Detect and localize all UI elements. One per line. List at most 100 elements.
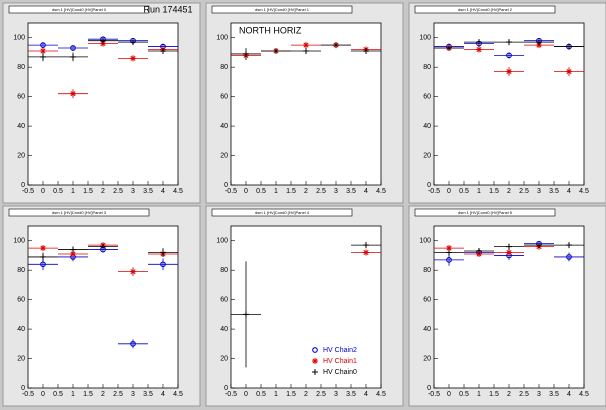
chart-title: dsm 1 [HV]Cond0 [HV]Panel 0 bbox=[52, 7, 107, 12]
title-box bbox=[211, 208, 353, 217]
x-tick-label: 2.5 bbox=[113, 391, 123, 398]
title-box bbox=[211, 5, 353, 14]
x-tick-label: -0.5 bbox=[225, 188, 237, 195]
x-tick-label: 0.5 bbox=[459, 391, 469, 398]
x-tick-label: -0.5 bbox=[225, 391, 237, 398]
panel: dsm 1 [HV]Cond0 [HV]Panel 0 Run 174451020… bbox=[2, 2, 201, 204]
y-tick-label: 100 bbox=[216, 238, 228, 245]
x-tick-label: 3.5 bbox=[143, 188, 153, 195]
marker bbox=[506, 39, 512, 46]
y-tick-label: 60 bbox=[17, 93, 25, 100]
marker bbox=[40, 47, 46, 54]
marker bbox=[160, 249, 166, 256]
chart-title: dsm 1 [HV]Cond0 [HV]Panel 5 bbox=[458, 210, 513, 215]
x-tick-label: 0 bbox=[244, 391, 248, 398]
marker bbox=[446, 257, 452, 263]
x-tick-label: -0.5 bbox=[428, 188, 440, 195]
y-tick-label: 0 bbox=[427, 385, 431, 392]
x-tick-label: 0 bbox=[41, 188, 45, 195]
x-tick-label: 0.5 bbox=[459, 188, 469, 195]
x-tick-label: 3 bbox=[334, 391, 338, 398]
x-tick-label: 3 bbox=[334, 188, 338, 195]
x-tick-label: 1.5 bbox=[286, 391, 296, 398]
y-tick-label: 0 bbox=[224, 182, 228, 189]
x-tick-label: 3.5 bbox=[549, 188, 559, 195]
marker bbox=[333, 42, 339, 49]
y-tick-label: 0 bbox=[21, 385, 25, 392]
marker bbox=[303, 47, 309, 54]
x-tick-label: 4 bbox=[161, 188, 165, 195]
x-tick-label: 3.5 bbox=[143, 391, 153, 398]
marker bbox=[273, 47, 279, 54]
y-tick-label: 100 bbox=[13, 35, 25, 42]
marker bbox=[130, 39, 136, 46]
marker bbox=[160, 261, 166, 268]
x-tick-label: 2.5 bbox=[316, 188, 326, 195]
y-tick-label: 60 bbox=[17, 296, 25, 303]
chart-title: dsm 1 [HV]Cond0 [HV]Panel 2 bbox=[458, 7, 513, 12]
y-tick-label: 60 bbox=[220, 296, 228, 303]
y-tick-label: 80 bbox=[423, 267, 431, 274]
x-tick-label: 0.5 bbox=[53, 188, 63, 195]
x-tick-label: 1 bbox=[477, 188, 481, 195]
marker bbox=[130, 55, 136, 62]
x-tick-label: 3 bbox=[537, 391, 541, 398]
marker bbox=[303, 42, 309, 49]
marker bbox=[40, 261, 46, 268]
y-tick-label: 0 bbox=[427, 182, 431, 189]
y-tick-label: 60 bbox=[220, 93, 228, 100]
title-box bbox=[414, 5, 556, 14]
marker bbox=[476, 248, 482, 255]
legend-label: HV Chain0 bbox=[323, 369, 357, 376]
legend-label: HV Chain1 bbox=[323, 358, 357, 365]
y-tick-label: 60 bbox=[423, 296, 431, 303]
y-tick-label: 100 bbox=[419, 35, 431, 42]
marker bbox=[476, 46, 482, 53]
y-tick-label: 100 bbox=[419, 238, 431, 245]
marker bbox=[506, 52, 512, 59]
chart-title: dsm 1 [HV]Cond0 [HV]Panel 4 bbox=[255, 210, 310, 215]
y-tick-label: 20 bbox=[220, 152, 228, 159]
x-tick-label: 3 bbox=[131, 391, 135, 398]
x-tick-label: 4 bbox=[364, 188, 368, 195]
x-tick-label: 1.5 bbox=[489, 391, 499, 398]
x-tick-label: 2 bbox=[304, 391, 308, 398]
legend-marker bbox=[312, 369, 318, 375]
x-tick-label: 2 bbox=[507, 188, 511, 195]
x-tick-label: 4 bbox=[567, 188, 571, 195]
marker bbox=[100, 37, 106, 44]
x-tick-label: 2.5 bbox=[113, 188, 123, 195]
panel: dsm 1 [HV]Cond0 [HV]Panel 4 0 20 40 60 80 100 -… bbox=[205, 205, 404, 407]
x-tick-label: 0 bbox=[41, 391, 45, 398]
x-tick-label: 1.5 bbox=[489, 188, 499, 195]
marker bbox=[40, 253, 46, 260]
x-tick-label: 3.5 bbox=[346, 391, 356, 398]
marker bbox=[40, 42, 46, 48]
chart-title: dsm 1 [HV]Cond0 [HV]Panel 3 bbox=[52, 210, 107, 215]
y-tick-label: 40 bbox=[423, 123, 431, 130]
x-tick-label: 2 bbox=[304, 188, 308, 195]
x-tick-label: 2.5 bbox=[519, 188, 529, 195]
x-tick-label: 0.5 bbox=[256, 391, 266, 398]
marker bbox=[70, 53, 76, 60]
plot-area bbox=[433, 22, 585, 186]
y-tick-label: 20 bbox=[220, 355, 228, 362]
marker bbox=[506, 249, 512, 256]
y-tick-label: 100 bbox=[216, 35, 228, 42]
y-tick-label: 40 bbox=[220, 123, 228, 130]
marker bbox=[566, 43, 572, 50]
x-tick-label: 2.5 bbox=[519, 391, 529, 398]
x-tick-label: -0.5 bbox=[428, 391, 440, 398]
x-tick-label: 3.5 bbox=[346, 188, 356, 195]
x-tick-label: 4 bbox=[364, 391, 368, 398]
y-tick-label: 40 bbox=[220, 326, 228, 333]
title-box bbox=[414, 208, 556, 217]
marker bbox=[40, 53, 46, 60]
y-tick-label: 80 bbox=[220, 267, 228, 274]
x-tick-label: 0 bbox=[447, 188, 451, 195]
marker bbox=[536, 242, 542, 249]
x-tick-label: 4.5 bbox=[376, 391, 386, 398]
x-tick-label: 3 bbox=[131, 188, 135, 195]
x-tick-label: 4.5 bbox=[579, 188, 589, 195]
